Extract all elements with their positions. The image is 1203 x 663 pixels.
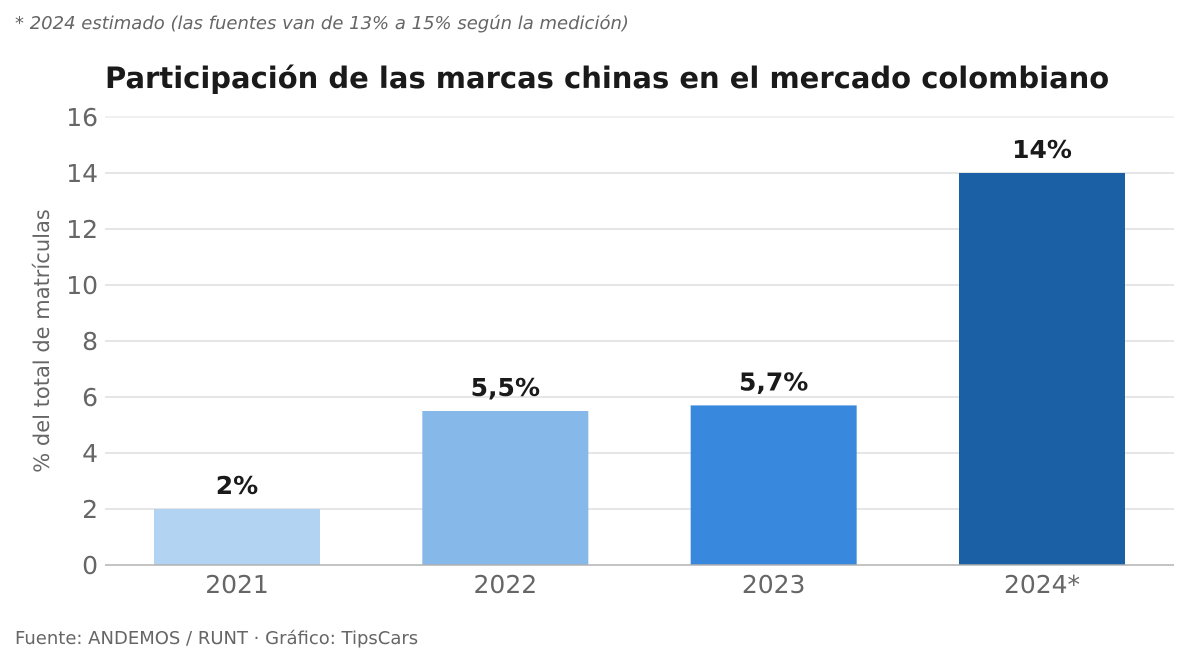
data-label: 5,5%: [471, 373, 540, 402]
x-tick-label: 2023: [742, 570, 806, 599]
bar-2021: [154, 509, 320, 565]
bars: [154, 173, 1125, 565]
data-label: 5,7%: [739, 367, 808, 396]
bar-2023: [690, 405, 857, 565]
y-tick-label: 6: [82, 383, 98, 412]
y-axis-label: % del total de matrículas: [30, 209, 54, 473]
x-tick-label: 2022: [474, 570, 538, 599]
x-tick-labels: 2021 2022 2023 2024*: [205, 570, 1080, 599]
y-tick-label: 14: [66, 159, 98, 188]
y-tick-label: 2: [82, 495, 98, 524]
y-tick-labels: 0 2 4 6 8 10 12 14 16: [66, 103, 98, 580]
x-tick-label: 2024*: [1004, 570, 1080, 599]
y-tick-label: 0: [82, 551, 98, 580]
chart-footnote: * 2024 estimado (las fuentes van de 13% …: [15, 13, 629, 34]
bar-2024: [959, 173, 1125, 565]
data-label: 14%: [1012, 135, 1072, 164]
y-tick-label: 16: [66, 103, 98, 132]
y-tick-label: 10: [66, 271, 98, 300]
chart-title: Participación de las marcas chinas en el…: [105, 61, 1109, 95]
chart-source: Fuente: ANDEMOS / RUNT · Gráfico: TipsCa…: [15, 628, 419, 649]
data-labels: 2% 5,5% 5,7% 14%: [216, 135, 1072, 500]
data-label: 2%: [216, 471, 258, 500]
y-tick-label: 12: [66, 215, 98, 244]
y-tick-label: 4: [82, 439, 98, 468]
x-tick-label: 2021: [205, 570, 269, 599]
y-tick-label: 8: [82, 327, 98, 356]
bar-2022: [422, 411, 589, 565]
